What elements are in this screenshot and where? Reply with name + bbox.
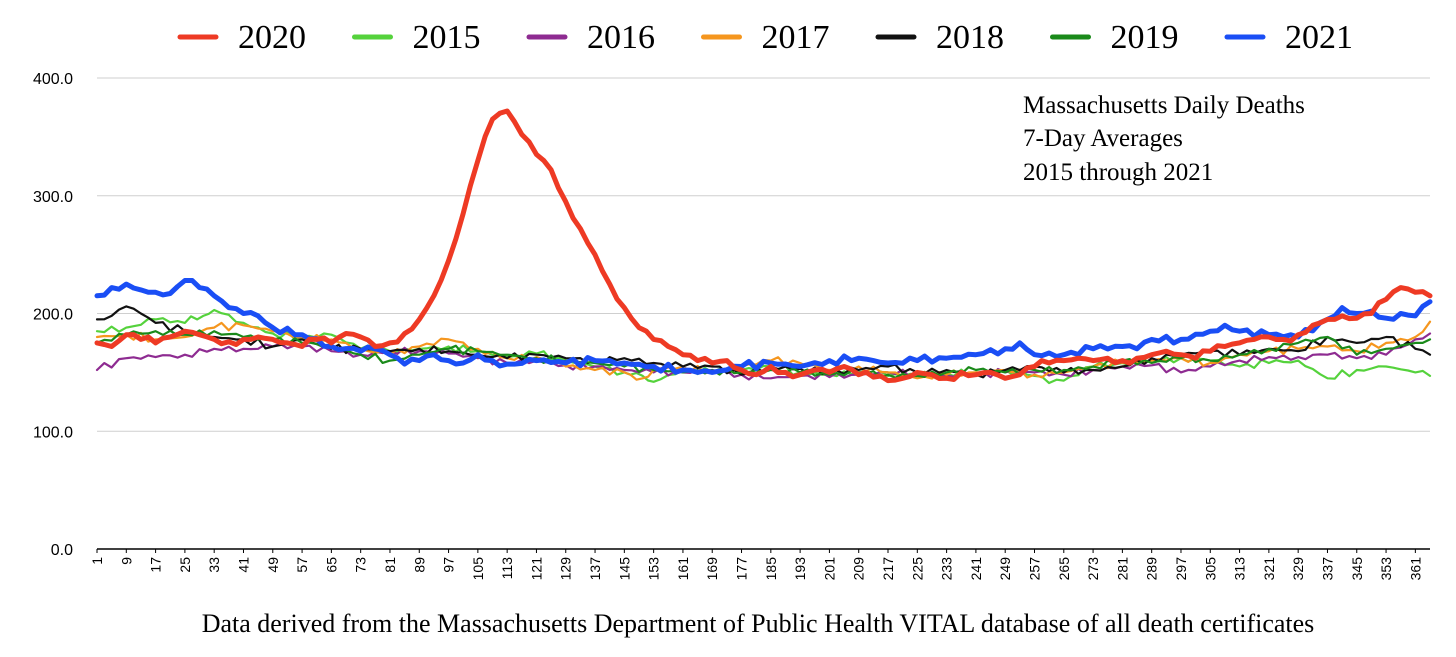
x-tick-label: 137 xyxy=(587,557,603,581)
annotation-line-2: 7-Day Averages xyxy=(1023,125,1183,152)
x-tick-label: 161 xyxy=(675,557,691,581)
y-axis-ticks: 0.0 100.0 200.0 300.0 400.0 xyxy=(33,71,73,559)
x-tick-label: 73 xyxy=(353,557,369,573)
x-tick-label: 249 xyxy=(997,557,1013,581)
annotation-line-3: 2015 through 2021 xyxy=(1023,159,1213,186)
x-tick-label: 265 xyxy=(1056,557,1072,581)
x-tick-label: 57 xyxy=(294,557,310,573)
x-tick-label: 113 xyxy=(499,557,515,580)
x-tick-label: 345 xyxy=(1349,557,1365,581)
x-tick-label: 273 xyxy=(1085,557,1101,581)
x-tick-label: 177 xyxy=(734,557,750,581)
x-tick-label: 129 xyxy=(558,557,574,581)
legend-label-2018: 2018 xyxy=(936,19,1004,56)
y-tick-label: 300.0 xyxy=(33,189,73,206)
x-tick-label: 41 xyxy=(235,557,251,573)
x-tick-label: 25 xyxy=(177,557,193,573)
x-tick-label: 289 xyxy=(1144,557,1160,581)
x-tick-label: 297 xyxy=(1173,557,1189,581)
x-tick-label: 49 xyxy=(265,557,281,573)
x-tick-label: 361 xyxy=(1407,557,1423,581)
annotation-line-1: Massachusetts Daily Deaths xyxy=(1023,92,1305,119)
x-tick-label: 217 xyxy=(880,557,896,581)
x-tick-label: 33 xyxy=(206,557,222,573)
x-tick-label: 65 xyxy=(323,557,339,573)
y-tick-label: 200.0 xyxy=(33,307,73,324)
y-tick-label: 0.0 xyxy=(51,542,73,559)
legend-label-2021: 2021 xyxy=(1285,19,1353,56)
x-tick-label: 17 xyxy=(148,557,164,573)
x-tick-label: 201 xyxy=(821,557,837,581)
x-tick-label: 145 xyxy=(616,557,632,581)
x-tick-label: 313 xyxy=(1232,557,1248,581)
x-axis-ticks: 1 9 17 25 33 41 49 57 65 73 81 89 97 105 113 121 129 137 1… xyxy=(89,549,1423,580)
grid xyxy=(97,77,1430,550)
x-tick-label: 121 xyxy=(528,557,544,581)
x-tick-label: 257 xyxy=(1026,557,1042,581)
legend-label-2020: 2020 xyxy=(238,19,306,56)
legend-label-2019: 2019 xyxy=(1111,19,1179,56)
series-group xyxy=(94,108,1433,385)
x-tick-label: 9 xyxy=(118,557,134,565)
x-tick-label: 281 xyxy=(1114,557,1130,581)
legend: 2020 2015 2016 2017 2018 2019 2021 xyxy=(177,19,1353,56)
x-tick-label: 305 xyxy=(1202,557,1218,581)
x-tick-label: 225 xyxy=(909,557,925,581)
legend-label-2017: 2017 xyxy=(762,19,830,56)
y-tick-label: 100.0 xyxy=(33,424,73,441)
x-tick-label: 209 xyxy=(851,557,867,581)
legend-label-2016: 2016 xyxy=(587,19,655,56)
x-tick-label: 193 xyxy=(792,557,808,581)
x-tick-label: 81 xyxy=(382,557,398,573)
x-tick-label: 337 xyxy=(1319,557,1335,581)
x-tick-label: 153 xyxy=(646,557,662,581)
legend-label-2015: 2015 xyxy=(413,19,481,56)
x-tick-label: 97 xyxy=(441,557,457,573)
y-tick-label: 400.0 xyxy=(33,71,73,88)
x-tick-label: 105 xyxy=(470,557,486,581)
x-tick-label: 353 xyxy=(1378,557,1394,581)
series-line-2021 xyxy=(94,278,1433,375)
x-tick-label: 329 xyxy=(1290,557,1306,581)
chart-caption: Data derived from the Massachusetts Depa… xyxy=(202,609,1315,638)
series-line-2016 xyxy=(95,332,1432,381)
x-tick-label: 241 xyxy=(968,557,984,581)
x-tick-label: 89 xyxy=(411,557,427,573)
x-tick-label: 1 xyxy=(89,557,105,565)
x-tick-label: 321 xyxy=(1261,557,1277,581)
series-line-2020 xyxy=(94,108,1433,384)
x-tick-label: 233 xyxy=(939,557,955,581)
x-tick-label: 185 xyxy=(763,557,779,581)
x-tick-label: 169 xyxy=(704,557,720,581)
